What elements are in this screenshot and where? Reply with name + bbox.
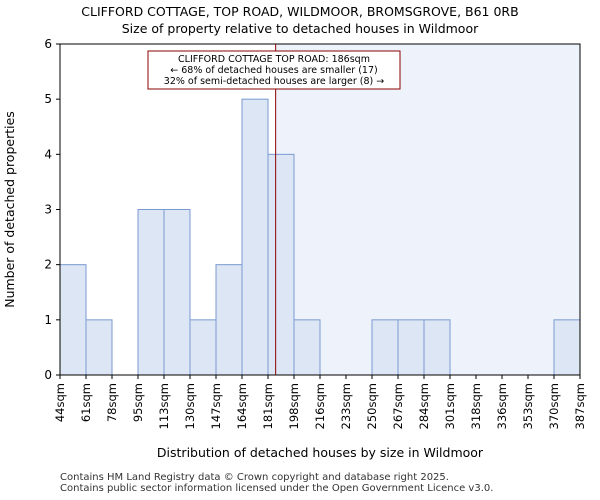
- x-tick-label: 267sqm: [391, 383, 405, 429]
- x-tick-label: 250sqm: [365, 383, 379, 429]
- bars-group: [59, 98, 581, 376]
- chart-title: CLIFFORD COTTAGE, TOP ROAD, WILDMOOR, BR…: [81, 4, 519, 19]
- x-tick-label: 216sqm: [313, 383, 327, 429]
- bar-250sqm: [371, 319, 399, 376]
- bar-95sqm: [137, 209, 165, 376]
- x-tick-label: 164sqm: [235, 383, 249, 429]
- bar-130sqm: [189, 319, 217, 376]
- x-tick-label: 130sqm: [183, 383, 197, 429]
- x-tick-label: 318sqm: [469, 383, 483, 429]
- x-tick-label: 284sqm: [417, 383, 431, 429]
- x-axis-ticks: 44sqm 61sqm 78sqm 95sqm 113sqm 130sqm 147sqm 16…: [53, 375, 587, 429]
- y-tick-label: 1: [44, 313, 52, 327]
- footer-licence: Contains public sector information licen…: [60, 483, 494, 494]
- x-tick-label: 78sqm: [105, 383, 119, 422]
- x-tick-label: 370sqm: [547, 383, 561, 429]
- chart-subtitle: Size of property relative to detached ho…: [121, 21, 479, 36]
- bar-44sqm: [59, 264, 87, 376]
- y-axis-ticks: 0 1 2 3 4 5 6: [44, 37, 60, 382]
- x-tick-label: 301sqm: [443, 383, 457, 429]
- bar-113sqm: [163, 209, 191, 376]
- y-tick-label: 4: [44, 147, 52, 161]
- x-tick-label: 95sqm: [131, 383, 145, 422]
- x-axis-label: Distribution of detached houses by size …: [157, 445, 484, 460]
- annotation-box: CLIFFORD COTTAGE TOP ROAD: 186sqm ← 68% …: [147, 50, 401, 90]
- bar-198sqm: [293, 319, 321, 376]
- x-tick-label: 387sqm: [573, 383, 587, 429]
- y-tick-label: 0: [44, 368, 52, 382]
- bar-61sqm: [85, 319, 113, 376]
- annotation-border: [147, 50, 401, 90]
- y-tick-label: 6: [44, 37, 52, 51]
- bar-147sqm: [215, 264, 243, 376]
- x-tick-label: 61sqm: [79, 383, 93, 422]
- x-tick-label: 336sqm: [495, 383, 509, 429]
- annotation-line-1: CLIFFORD COTTAGE TOP ROAD: 186sqm: [178, 54, 370, 65]
- x-tick-label: 198sqm: [287, 383, 301, 429]
- bar-181sqm: [267, 153, 295, 376]
- footer-copyright: Contains HM Land Registry data © Crown c…: [60, 472, 449, 483]
- bar-370sqm: [553, 319, 581, 376]
- y-tick-label: 5: [44, 92, 52, 106]
- y-tick-label: 2: [44, 258, 52, 272]
- bar-284sqm: [423, 319, 451, 376]
- annotation-line-3: 32% of semi-detached houses are larger (…: [164, 76, 384, 87]
- y-tick-label: 3: [44, 203, 52, 217]
- x-tick-label: 44sqm: [53, 383, 67, 422]
- x-tick-label: 147sqm: [209, 383, 223, 429]
- x-tick-label: 181sqm: [261, 383, 275, 429]
- x-tick-label: 353sqm: [521, 383, 535, 429]
- bar-164sqm: [241, 98, 269, 376]
- x-tick-label: 113sqm: [157, 383, 171, 429]
- bar-267sqm: [397, 319, 425, 376]
- x-tick-label: 233sqm: [339, 383, 353, 429]
- y-axis-label: Number of detached properties: [2, 111, 17, 308]
- annotation-line-2: ← 68% of detached houses are smaller (17…: [170, 65, 377, 76]
